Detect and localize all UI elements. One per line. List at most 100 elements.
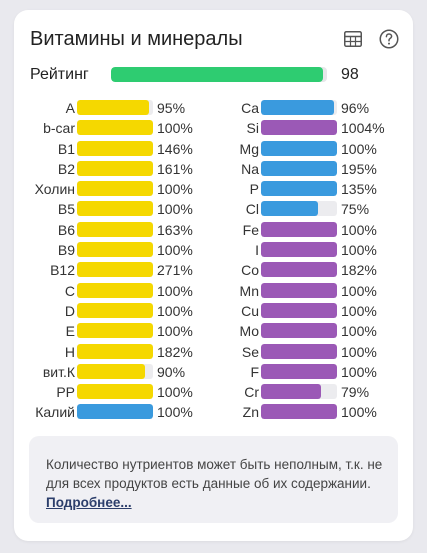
nutrient-percent: 100% bbox=[341, 363, 377, 380]
nutrient-bar bbox=[77, 201, 153, 217]
nutrient-percent: 100% bbox=[157, 201, 193, 218]
nutrient-label: Холин bbox=[34, 181, 75, 198]
nutrient-bar-fill bbox=[77, 282, 153, 298]
nutrient-percent: 182% bbox=[341, 262, 377, 279]
nutrient-bar bbox=[261, 221, 337, 237]
nutrient-label: H bbox=[64, 343, 75, 360]
nutrient-bar-fill bbox=[77, 140, 153, 156]
nutrient-label: Si bbox=[246, 120, 259, 137]
nutrient-bar bbox=[77, 282, 153, 298]
nutrient-bar bbox=[77, 302, 153, 318]
rating-value: 98 bbox=[341, 66, 359, 83]
nutrient-bar bbox=[77, 100, 153, 115]
nutrient-label: Fe bbox=[242, 221, 259, 238]
nutrient-bar-fill bbox=[261, 201, 318, 217]
nutrient-label: Cl bbox=[245, 201, 259, 218]
nutrient-bar-fill bbox=[261, 242, 337, 258]
nutrient-percent: 100% bbox=[157, 384, 193, 401]
nutrient-bar bbox=[261, 323, 337, 339]
nutrient-label: I bbox=[255, 242, 259, 259]
nutrient-label: B1 bbox=[57, 140, 75, 157]
nutrient-bar bbox=[77, 262, 153, 278]
nutrient-bar-fill bbox=[77, 242, 153, 258]
nutrient-bar bbox=[261, 404, 337, 420]
nutrient-bar-fill bbox=[77, 262, 153, 278]
nutrient-label: Mn bbox=[239, 282, 259, 299]
nutrient-bar-fill bbox=[261, 302, 337, 318]
nutrient-label: Ca bbox=[241, 100, 259, 116]
nutrient-bar-fill bbox=[261, 221, 337, 237]
table-view-button[interactable] bbox=[342, 28, 364, 50]
nutrient-bar bbox=[261, 282, 337, 298]
nutrient-percent: 95% bbox=[157, 100, 186, 116]
help-button[interactable] bbox=[378, 28, 400, 50]
rating-label: Рейтинг bbox=[30, 66, 89, 83]
nutrient-bar-fill bbox=[261, 343, 337, 359]
nutrient-percent: 100% bbox=[157, 282, 193, 299]
nutrient-label: Zn bbox=[242, 404, 259, 421]
nutrient-bar bbox=[261, 384, 337, 400]
nutrient-label: E bbox=[65, 323, 75, 340]
table-icon bbox=[344, 31, 362, 47]
nutrient-bar-fill bbox=[77, 323, 153, 339]
nutrient-bar-fill bbox=[261, 323, 337, 339]
nutrient-label: B6 bbox=[57, 221, 75, 238]
nutrient-bar-fill bbox=[261, 282, 337, 298]
nutrient-percent: 100% bbox=[341, 140, 377, 157]
nutrient-bar bbox=[261, 140, 337, 156]
nutrient-percent: 96% bbox=[341, 100, 370, 116]
nutrient-percent: 79% bbox=[341, 384, 370, 401]
card-title: Витамины и минералы bbox=[30, 28, 243, 50]
nutrient-percent: 271% bbox=[157, 262, 193, 279]
nutrient-percent: 100% bbox=[341, 302, 377, 319]
nutrient-percent: 163% bbox=[157, 221, 193, 238]
nutrient-percent: 182% bbox=[157, 343, 193, 360]
nutrient-percent: 75% bbox=[341, 201, 370, 218]
nutrient-bar-fill bbox=[77, 221, 153, 237]
nutrient-bar-fill bbox=[77, 343, 153, 359]
nutrient-bar-fill bbox=[261, 262, 337, 278]
nutrient-percent: 1004% bbox=[341, 120, 385, 137]
nutrient-bar-fill bbox=[261, 404, 337, 420]
nutrient-percent: 100% bbox=[157, 242, 193, 259]
nutrient-percent: 100% bbox=[157, 323, 193, 340]
nutrient-label: Калий bbox=[35, 404, 75, 421]
nutrient-label: P bbox=[249, 181, 259, 198]
nutrient-bar-fill bbox=[261, 181, 337, 197]
nutrient-bar bbox=[261, 160, 337, 176]
nutrient-bar-fill bbox=[77, 404, 153, 420]
more-link[interactable]: Подробнее... bbox=[46, 495, 132, 510]
nutrient-label: F bbox=[250, 363, 259, 380]
nutrient-label: Cu bbox=[241, 302, 259, 319]
nutrient-label: Cr bbox=[244, 384, 259, 401]
nutrient-bar bbox=[261, 201, 337, 217]
nutrient-percent: 100% bbox=[341, 404, 377, 421]
nutrient-label: Se bbox=[241, 343, 259, 360]
nutrient-bar bbox=[77, 221, 153, 237]
nutrient-label: Co bbox=[241, 262, 259, 279]
nutrient-bar-fill bbox=[77, 302, 153, 318]
nutrient-label: Mo bbox=[239, 323, 259, 340]
note-message: Количество нутриентов может быть неполны… bbox=[46, 457, 383, 491]
nutrient-bar bbox=[261, 100, 337, 115]
nutrient-bar-fill bbox=[77, 384, 153, 400]
nutrient-bar-fill bbox=[261, 363, 337, 379]
nutrient-label: Mg bbox=[239, 140, 259, 157]
nutrient-percent: 100% bbox=[157, 181, 193, 198]
nutrient-percent: 146% bbox=[157, 140, 193, 157]
nutrient-label: b-car bbox=[43, 120, 75, 137]
nutrient-bar bbox=[261, 262, 337, 278]
nutrient-percent: 161% bbox=[157, 160, 193, 177]
nutrient-label: C bbox=[64, 282, 75, 299]
nutrient-bar-fill bbox=[261, 120, 337, 136]
nutrient-bar bbox=[261, 363, 337, 379]
nutrient-bar-fill bbox=[261, 100, 334, 115]
nutrient-bar bbox=[261, 302, 337, 318]
rating-bar bbox=[111, 67, 327, 82]
nutrient-bar bbox=[77, 404, 153, 420]
nutrient-label: PP bbox=[56, 384, 75, 401]
nutrient-bar-fill bbox=[77, 363, 146, 379]
help-icon bbox=[379, 29, 399, 49]
nutrient-bar-fill bbox=[77, 181, 153, 197]
nutrient-bar bbox=[77, 242, 153, 258]
